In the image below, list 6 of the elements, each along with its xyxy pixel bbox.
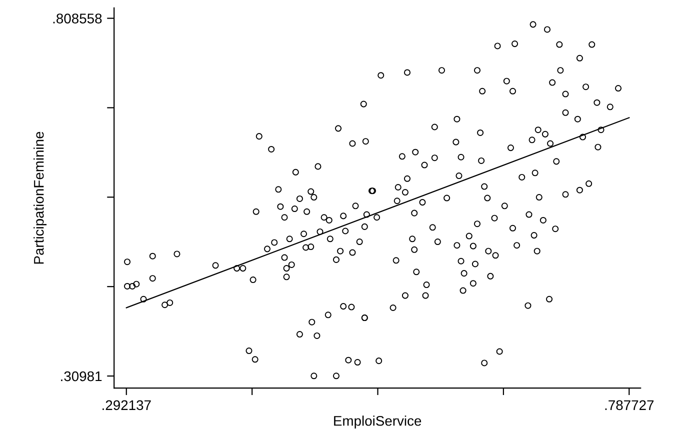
- y-tick-label: .30981: [61, 371, 102, 382]
- x-tick-label: .787727: [605, 400, 654, 410]
- y-tick-label: .808558: [53, 14, 102, 24]
- y-axis-title: ParticipationFeminine: [34, 132, 47, 264]
- x-axis-title: EmploiService: [334, 416, 422, 429]
- x-tick-label: .292137: [102, 400, 151, 410]
